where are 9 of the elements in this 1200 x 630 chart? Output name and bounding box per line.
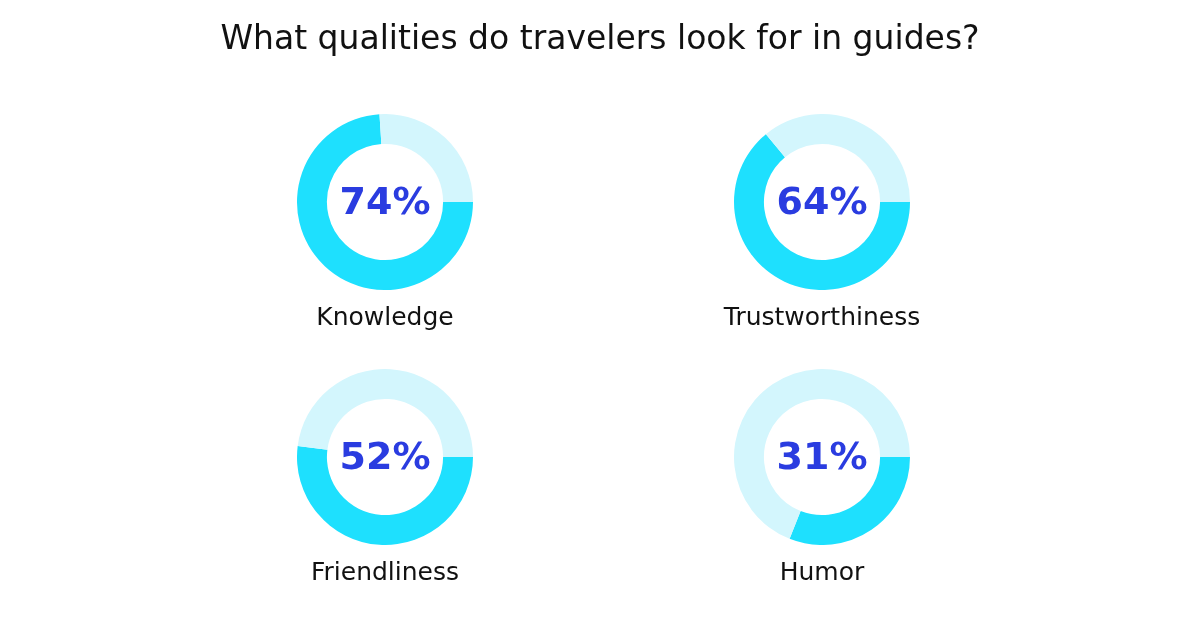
text: Friendliness [309, 557, 460, 586]
text: Knowledge [315, 302, 455, 331]
text: 74% [339, 178, 431, 223]
text: Humor [778, 557, 866, 586]
text: 64% [776, 178, 868, 223]
text: 31% [776, 433, 868, 478]
text: What qualities do travelers look for in guides? [219, 18, 981, 57]
text: 52% [339, 433, 431, 478]
text: Trustworthiness [722, 302, 922, 331]
